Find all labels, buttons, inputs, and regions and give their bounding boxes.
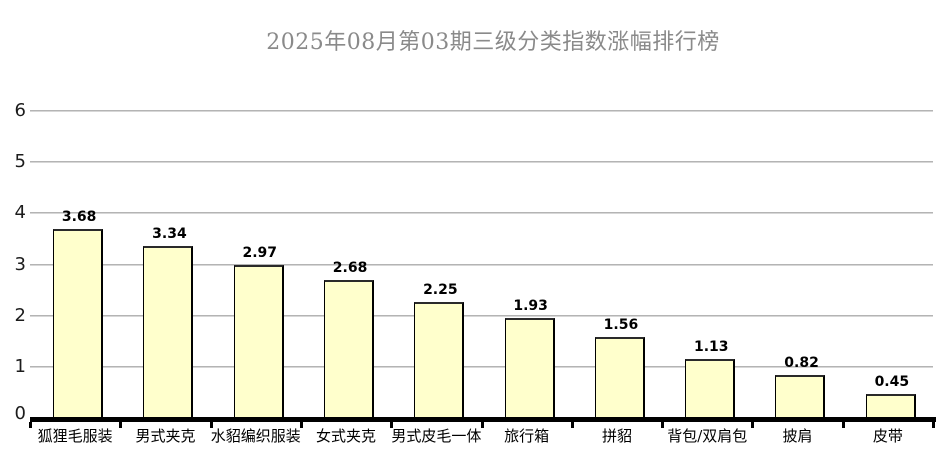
x-axis-tick	[29, 422, 32, 428]
x-axis-label: 旅行箱	[504, 427, 550, 445]
bar	[775, 375, 826, 417]
bar-slot: 0.45	[843, 110, 933, 417]
gridline	[30, 264, 933, 266]
x-axis-label: 狐狸毛服装	[37, 427, 113, 445]
bar	[504, 318, 555, 417]
bar-slot: 0.82	[752, 110, 842, 417]
bar	[685, 359, 736, 417]
x-axis-tick	[119, 422, 122, 428]
bar	[865, 394, 916, 417]
x-axis-tick	[661, 422, 664, 428]
y-axis-label: 4	[14, 202, 26, 223]
bar-value-label: 1.56	[603, 317, 639, 333]
chart-title: 2025年08月第03期三级分类指数涨幅排行榜	[266, 30, 720, 55]
x-axis-label: 男式夹克	[135, 427, 196, 445]
x-axis-line	[30, 417, 936, 422]
x-axis-label: 披肩	[782, 427, 813, 445]
bar-value-label: 0.45	[874, 374, 910, 390]
gridline	[30, 212, 933, 214]
x-axis-ticks-group	[29, 110, 935, 428]
x-axis-labels-group: 狐狸毛服装 男式夹克 水貂编织服装 女式夹克 男式皮毛一体 旅行箱 拼貂 背包/双肩包 披肩 皮带	[30, 427, 933, 447]
bar-value-label: 2.25	[423, 282, 458, 298]
x-axis-label: 拼貂	[601, 427, 632, 445]
bar-slot: 2.68	[301, 110, 391, 417]
bar-value-label: 2.68	[332, 260, 368, 276]
x-axis-tick	[571, 422, 574, 428]
y-axis-label: 1	[14, 356, 26, 377]
bar	[233, 265, 284, 417]
x-axis-tick	[300, 422, 303, 428]
x-axis-tick	[932, 422, 935, 428]
bar	[414, 302, 465, 417]
x-axis-label: 男式皮毛一体	[391, 427, 482, 445]
x-axis-tick	[842, 422, 845, 428]
bar-value-label: 3.68	[61, 209, 97, 225]
bar-slot: 1.56	[572, 110, 662, 417]
y-axis-label: 0	[14, 403, 26, 424]
x-axis-tick	[751, 422, 754, 428]
x-axis-label: 女式夹克	[316, 427, 377, 445]
bars-group: 3.68 3.34 2.97 2.68 2.25 1.93 1.56 1.13 0.82 0.45	[30, 110, 933, 417]
gridline	[30, 366, 933, 368]
bar-slot: 1.93	[482, 110, 572, 417]
bar	[143, 246, 194, 417]
bar	[53, 229, 103, 417]
gridline	[30, 110, 933, 112]
x-axis-tick	[390, 422, 393, 428]
x-axis-label: 水貂编织服装	[210, 427, 301, 445]
bar-slot: 2.97	[211, 110, 301, 417]
gridline	[30, 161, 933, 163]
bar-slot: 1.13	[662, 110, 752, 417]
bar-value-label: 1.13	[693, 339, 729, 355]
bar-value-label: 0.82	[784, 355, 819, 371]
gridline	[30, 315, 933, 317]
bar-value-label: 2.97	[242, 245, 278, 261]
bar	[323, 280, 374, 417]
bar	[594, 337, 645, 417]
y-axis-label: 2	[14, 305, 26, 326]
x-axis-label: 背包/双肩包	[667, 427, 748, 445]
y-axis-label: 6	[14, 100, 26, 121]
bar-slot: 3.68	[30, 110, 120, 417]
bar-slot: 3.34	[120, 110, 210, 417]
y-axis-label: 5	[14, 151, 26, 172]
x-axis-tick	[210, 422, 213, 428]
y-axis-label: 3	[14, 254, 26, 275]
bar-slot: 2.25	[391, 110, 481, 417]
plot-area: 0 1 2 3 4 5 6 3.68 3.34 2.97 2.68 2.25 1.93 1.56 1.13…	[15, 101, 936, 428]
x-axis-tick	[481, 422, 484, 428]
bar-value-label: 3.34	[152, 226, 187, 242]
x-axis-label: 皮带	[872, 427, 903, 445]
bar-value-label: 1.93	[513, 298, 548, 314]
